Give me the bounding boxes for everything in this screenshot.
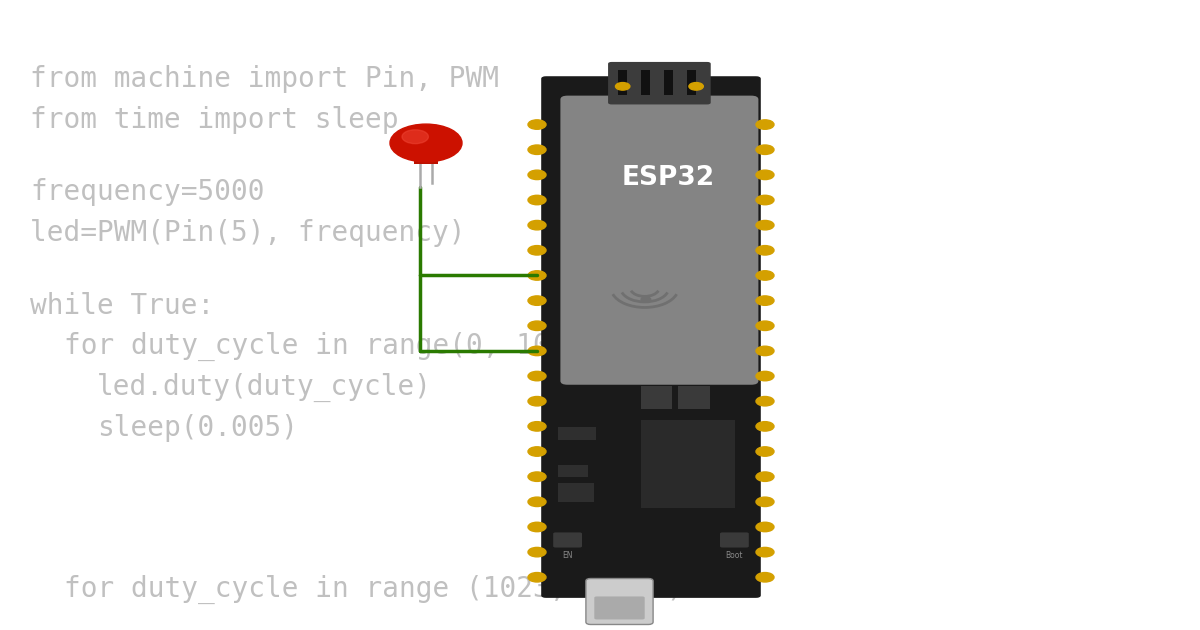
Text: from time import sleep: from time import sleep [30,106,398,134]
Circle shape [756,321,774,331]
Circle shape [756,271,774,280]
Bar [641,70,650,95]
Circle shape [528,246,546,255]
FancyBboxPatch shape [594,597,644,619]
Bar [558,465,588,476]
Text: from machine import Pin, PWM: from machine import Pin, PWM [30,65,499,93]
Circle shape [689,83,703,90]
Bar [641,386,672,410]
Circle shape [402,130,428,144]
Text: sleep(0.005): sleep(0.005) [97,415,298,442]
Circle shape [528,120,546,129]
Circle shape [528,296,546,306]
Circle shape [756,421,774,431]
Circle shape [616,83,630,90]
Bar [678,386,710,410]
Circle shape [528,396,546,406]
Text: for duty_cycle in range (1023, 0, -1):: for duty_cycle in range (1023, 0, -1): [64,575,700,604]
Circle shape [756,120,774,129]
Circle shape [528,346,546,356]
Circle shape [528,522,546,532]
Text: while True:: while True: [30,292,215,319]
Circle shape [528,220,546,230]
Text: led.duty(duty_cycle): led.duty(duty_cycle) [97,373,432,402]
Circle shape [528,573,546,582]
Circle shape [756,497,774,507]
FancyBboxPatch shape [586,578,653,624]
Circle shape [756,195,774,205]
Circle shape [756,573,774,582]
Bar [664,70,673,95]
Circle shape [756,296,774,306]
Circle shape [528,321,546,331]
Circle shape [756,170,774,180]
Text: led=PWM(Pin(5), frequency): led=PWM(Pin(5), frequency) [30,219,466,247]
Circle shape [756,396,774,406]
Bar [414,151,438,164]
Circle shape [756,522,774,532]
Circle shape [756,346,774,356]
Bar [688,70,696,95]
Circle shape [756,447,774,456]
Bar [558,483,594,502]
Text: EN: EN [563,551,572,559]
Circle shape [756,472,774,481]
Circle shape [756,547,774,557]
FancyBboxPatch shape [541,76,761,598]
Circle shape [528,371,546,381]
Circle shape [528,447,546,456]
Text: ESP32: ESP32 [622,165,715,192]
FancyBboxPatch shape [608,62,710,105]
Circle shape [756,220,774,230]
Bar [558,427,596,440]
Circle shape [528,497,546,507]
Text: Boot: Boot [726,551,743,559]
Text: for duty_cycle in range(0, 1024, 1):: for duty_cycle in range(0, 1024, 1): [64,332,667,361]
Circle shape [528,170,546,180]
Bar [618,70,626,95]
FancyBboxPatch shape [553,532,582,547]
FancyBboxPatch shape [560,96,758,385]
Circle shape [641,297,650,302]
Circle shape [528,145,546,154]
Circle shape [528,421,546,431]
Circle shape [756,371,774,381]
Circle shape [390,124,462,162]
Circle shape [528,472,546,481]
Circle shape [756,145,774,154]
Text: frequency=5000: frequency=5000 [30,178,264,206]
Circle shape [528,547,546,557]
FancyBboxPatch shape [720,532,749,547]
Circle shape [528,195,546,205]
Bar [641,420,736,508]
Circle shape [756,246,774,255]
Circle shape [528,271,546,280]
